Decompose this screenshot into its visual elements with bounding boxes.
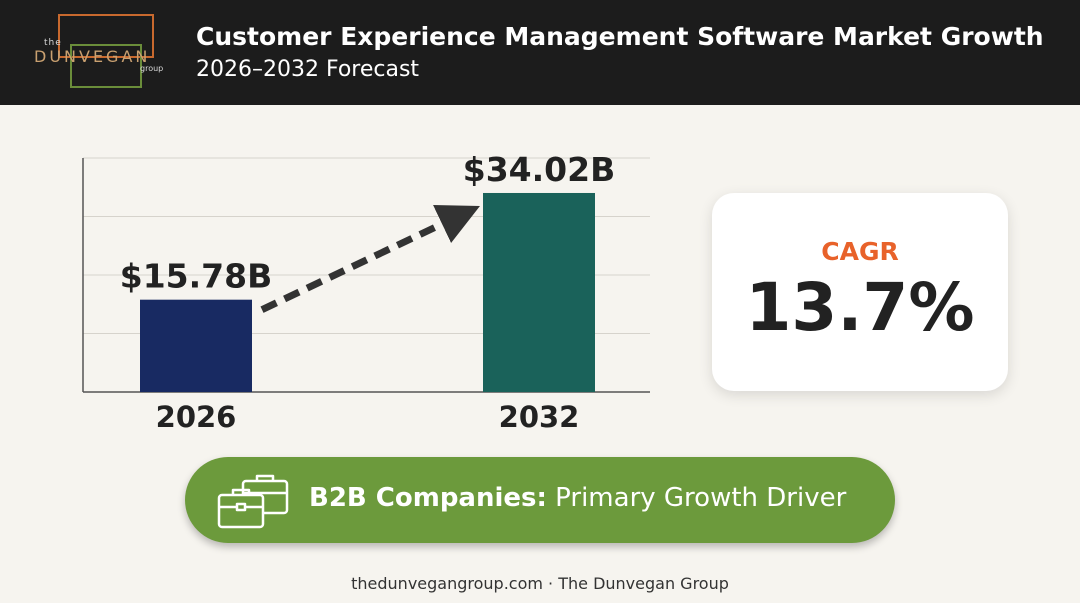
- growth-arrow: [260, 205, 480, 313]
- x-tick-2026: 2026: [156, 400, 237, 434]
- growth-driver-banner: B2B Companies: Primary Growth Driver: [185, 457, 895, 543]
- bar-2032: [483, 192, 595, 392]
- market-growth-chart: $15.78B 2026 $34.02B 2032: [82, 150, 650, 434]
- bar-2026: [140, 299, 252, 392]
- logo-orange-frame: [58, 14, 154, 58]
- growth-driver-text: B2B Companies: Primary Growth Driver: [309, 483, 846, 513]
- data-label-2032: $34.02B: [463, 150, 616, 189]
- cagr-card: CAGR 13.7%: [712, 193, 1008, 391]
- briefcase-icon: [217, 474, 289, 529]
- header-bar: the DUNVEGAN group Customer Experience M…: [0, 0, 1080, 105]
- growth-driver-bold: B2B Companies:: [309, 483, 547, 513]
- data-label-2026: $15.78B: [120, 257, 273, 296]
- x-tick-2032: 2032: [499, 400, 580, 434]
- page-title: Customer Experience Management Software …: [196, 22, 1044, 51]
- growth-driver-desc: Primary Growth Driver: [555, 483, 847, 513]
- logo-green-frame: [70, 44, 142, 88]
- cagr-label: CAGR: [821, 237, 899, 266]
- cagr-value: 13.7%: [745, 269, 975, 346]
- page-subtitle: 2026–2032 Forecast: [196, 57, 420, 82]
- footer-credit: thedunvegangroup.com · The Dunvegan Grou…: [351, 574, 729, 593]
- dunvegan-logo: the DUNVEGAN group: [30, 14, 175, 90]
